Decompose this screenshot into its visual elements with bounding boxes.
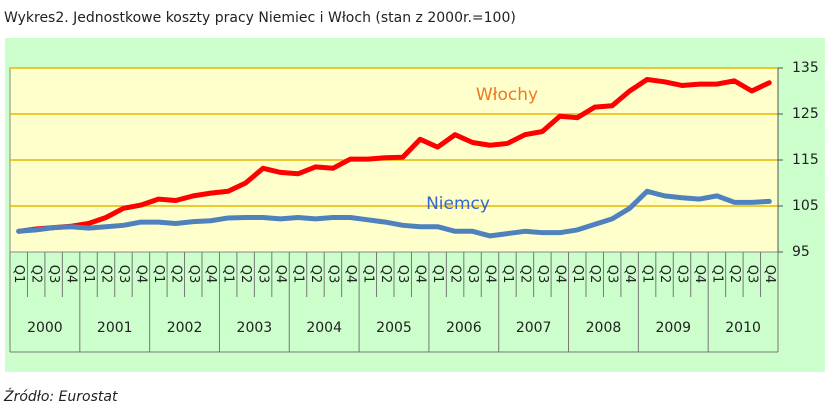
source: Źródło: Eurostat [3, 387, 118, 404]
chart-title: Wykres2. Jednostkowe koszty pracy Niemie… [4, 10, 516, 26]
x-tick-label: Q1 [360, 265, 375, 284]
x-tick-label: Q1 [640, 265, 655, 284]
group-label: 2000 [27, 320, 63, 336]
x-tick-label: Q3 [116, 265, 131, 284]
x-tick-label: Q3 [256, 265, 271, 284]
x-tick-label: Q4 [762, 265, 777, 284]
x-tick-label: Q3 [605, 265, 620, 284]
x-tick-label: Q3 [46, 265, 61, 284]
x-tick-label: Q2 [308, 265, 323, 284]
x-tick-label: Q3 [395, 265, 410, 284]
x-tick-label: Q4 [343, 265, 358, 284]
x-tick-label: Q1 [709, 265, 724, 284]
x-tick-label: Q1 [570, 265, 585, 284]
x-tick-label: Q2 [99, 265, 114, 284]
x-tick-label: Q3 [325, 265, 340, 284]
group-label: 2008 [586, 320, 622, 336]
x-tick-label: Q4 [622, 265, 637, 284]
group-label: 2010 [725, 320, 761, 336]
x-tick-label: Q4 [273, 265, 288, 284]
x-tick-label: Q3 [535, 265, 550, 284]
x-tick-label: Q2 [517, 265, 532, 284]
x-tick-label: Q4 [133, 265, 148, 284]
group-label: 2003 [237, 320, 273, 336]
y-tick-label: 135 [792, 60, 819, 76]
x-tick-label: Q1 [221, 265, 236, 284]
x-tick-label: Q3 [465, 265, 480, 284]
x-tick-label: Q1 [291, 265, 306, 284]
x-tick-label: Q2 [238, 265, 253, 284]
group-label: 2002 [167, 320, 203, 336]
x-tick-label: Q3 [675, 265, 690, 284]
x-tick-label: Q1 [81, 265, 96, 284]
group-label: 2001 [97, 320, 133, 336]
x-tick-label: Q2 [448, 265, 463, 284]
y-tick-label: 125 [792, 106, 819, 122]
x-tick-label: Q1 [151, 265, 166, 284]
x-tick-label: Q4 [692, 265, 707, 284]
x-tick-label: Q2 [29, 265, 44, 284]
series-label: Włochy [476, 85, 538, 105]
x-tick-label: Q4 [483, 265, 498, 284]
x-tick-label: Q3 [744, 265, 759, 284]
series-line [16, 188, 772, 239]
x-tick-label: Q2 [378, 265, 393, 284]
x-tick-label: Q2 [168, 265, 183, 284]
x-tick-label: Q4 [203, 265, 218, 284]
y-tick-label: 95 [792, 244, 810, 260]
y-tick-label: 115 [792, 152, 819, 168]
x-tick-label: Q4 [64, 265, 79, 284]
x-tick-label: Q4 [413, 265, 428, 284]
x-tick-label: Q1 [11, 265, 26, 284]
x-tick-label: Q2 [727, 265, 742, 284]
group-label: 2004 [306, 320, 342, 336]
x-tick-label: Q2 [657, 265, 672, 284]
group-label: 2005 [376, 320, 412, 336]
group-label: 2006 [446, 320, 482, 336]
x-tick-label: Q3 [186, 265, 201, 284]
y-tick-label: 105 [792, 198, 819, 214]
x-tick-label: Q1 [430, 265, 445, 284]
x-tick-label: Q1 [500, 265, 515, 284]
group-label: 2007 [516, 320, 552, 336]
x-tick-label: Q2 [587, 265, 602, 284]
series-label: Niemcy [426, 194, 490, 214]
series-line [16, 77, 772, 234]
group-label: 2009 [655, 320, 691, 336]
x-tick-label: Q4 [552, 265, 567, 284]
